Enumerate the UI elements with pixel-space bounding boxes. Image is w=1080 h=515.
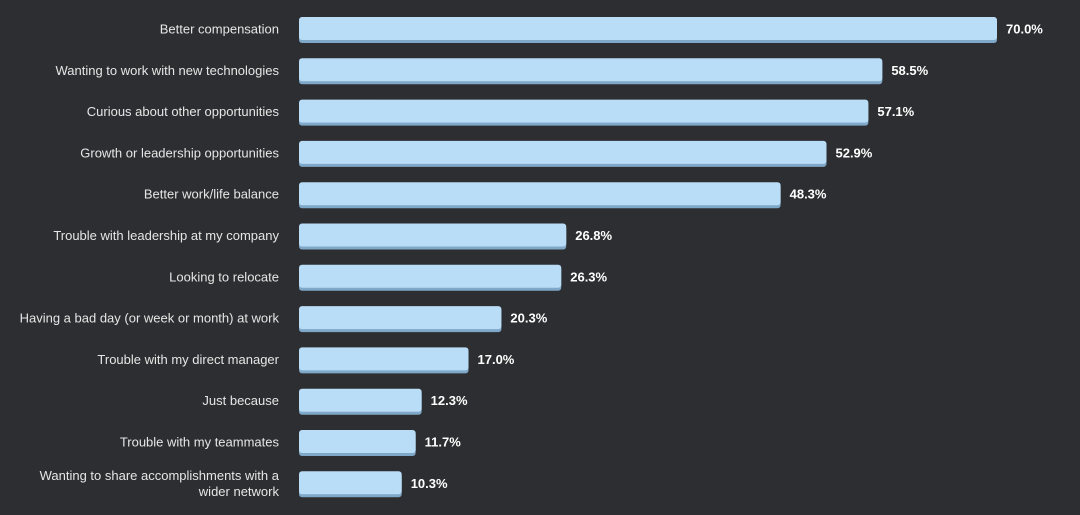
category-label-line: Better work/life balance: [144, 187, 279, 202]
category-label-line: Having a bad day (or week or month) at w…: [20, 311, 280, 326]
category-label: Trouble with my direct manager: [97, 352, 279, 367]
bar-row: Wanting to work with new technologies 58.…: [55, 58, 929, 85]
category-label: Curious about other opportunities: [87, 104, 280, 119]
category-label-line: Better compensation: [160, 22, 279, 37]
bar: [299, 306, 502, 330]
bar: [299, 58, 883, 82]
bar-row: Trouble with leadership at my company 26.…: [53, 223, 613, 250]
bar: [299, 223, 567, 247]
bar: [299, 347, 469, 371]
value-label: 26.3%: [570, 269, 607, 284]
bar-row: Having a bad day (or week or month) at w…: [20, 306, 548, 333]
bar: [299, 471, 402, 495]
category-label-line: Wanting to share accomplishments with a: [40, 468, 280, 483]
bar-row: Curious about other opportunities 57.1%: [87, 99, 915, 126]
value-label: 26.8%: [575, 228, 612, 243]
category-label: Just because: [202, 393, 279, 408]
category-label: Wanting to work with new technologies: [55, 63, 279, 78]
bar-row: Trouble with my teammates 11.7%: [120, 430, 461, 456]
category-label: Looking to relocate: [169, 269, 279, 284]
category-label: Better compensation: [160, 22, 279, 37]
category-label: Having a bad day (or week or month) at w…: [20, 311, 280, 326]
bars-layer: Better compensation 70.0% Wanting to work …: [20, 17, 1043, 499]
bar-row: Looking to relocate 26.3%: [169, 264, 608, 291]
bar: [299, 388, 422, 412]
bar-row: Growth or leadership opportunities 52.9%: [80, 140, 873, 167]
category-label-line: Trouble with my direct manager: [97, 352, 279, 367]
bar-row: Just because 12.3%: [202, 388, 468, 415]
bar-row: Better compensation 70.0%: [160, 17, 1043, 43]
value-label: 57.1%: [877, 104, 914, 119]
value-label: 17.0%: [478, 352, 515, 367]
category-label-line: Looking to relocate: [169, 269, 279, 284]
value-label: 52.9%: [835, 145, 872, 160]
bar: [299, 264, 562, 288]
category-label: Trouble with my teammates: [120, 435, 280, 450]
category-label-line: Trouble with my teammates: [120, 435, 280, 450]
value-label: 10.3%: [411, 476, 448, 491]
value-label: 58.5%: [891, 63, 928, 78]
value-label: 20.3%: [510, 311, 547, 326]
category-label-line: Wanting to work with new technologies: [55, 63, 279, 78]
bar: [299, 99, 869, 123]
value-label: 48.3%: [790, 187, 827, 202]
value-label: 70.0%: [1006, 22, 1043, 37]
category-label: Trouble with leadership at my company: [53, 228, 279, 243]
bar-row: Better work/life balance 48.3%: [144, 182, 827, 209]
category-label: Growth or leadership opportunities: [80, 145, 279, 160]
bar: [299, 430, 416, 453]
category-label-line: Curious about other opportunities: [87, 104, 280, 119]
bar: [299, 17, 997, 40]
value-label: 12.3%: [431, 393, 468, 408]
value-label: 11.7%: [425, 435, 462, 450]
category-label-line: Just because: [202, 393, 279, 408]
category-label-line: wider network: [198, 484, 280, 499]
bar-row: Trouble with my direct manager 17.0%: [97, 347, 515, 374]
bar: [299, 140, 827, 164]
category-label-line: Trouble with leadership at my company: [53, 228, 279, 243]
category-label: Better work/life balance: [144, 187, 279, 202]
category-label-line: Growth or leadership opportunities: [80, 145, 279, 160]
bar: [299, 182, 781, 206]
